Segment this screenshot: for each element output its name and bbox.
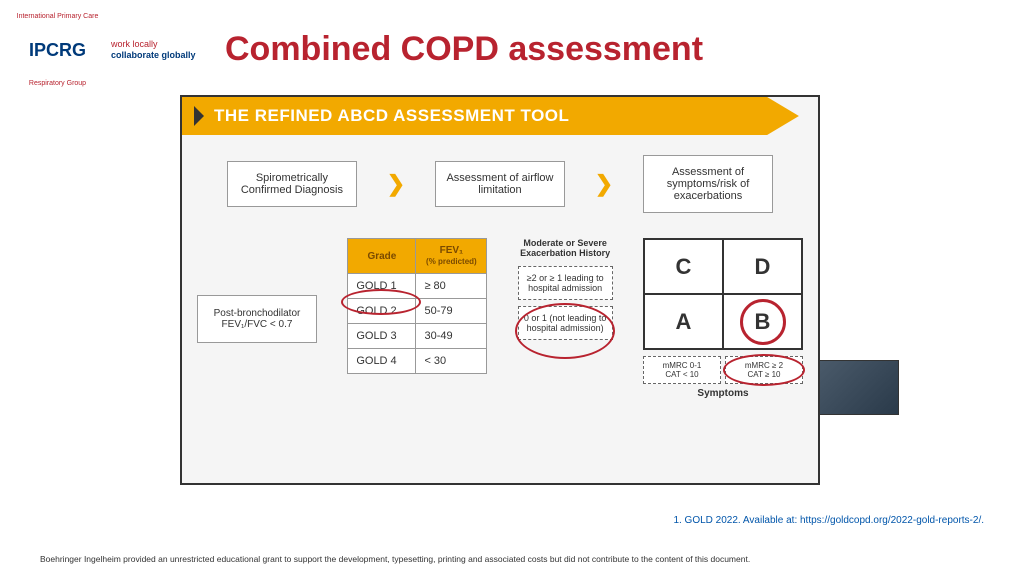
table-row: GOLD 330-49: [348, 324, 487, 349]
flow-box-1: Spirometrically Confirmed Diagnosis: [227, 161, 357, 207]
post-bronchodilator-box: Post-bronchodilator FEV₁/FVC < 0.7: [197, 295, 317, 343]
fev-cell: < 30: [416, 349, 487, 374]
tagline-1: work locally: [111, 39, 196, 50]
flow-arrow-icon-1: ❯: [387, 171, 405, 197]
logo-main: IPCRG: [29, 40, 86, 61]
flow-box-2: Assessment of airflow limitation: [435, 161, 565, 207]
symptom-mmrc-high: mMRC ≥ 2: [728, 361, 800, 370]
grade-cell: GOLD 2: [348, 299, 416, 324]
citation-text: 1. GOLD 2022. Available at: https://gold…: [673, 515, 984, 526]
logo-arc-bottom: Respiratory Group: [10, 80, 105, 87]
table-row: GOLD 1≥ 80: [348, 274, 487, 299]
quad-d: D: [723, 239, 802, 294]
page-title: Combined COPD assessment: [225, 30, 703, 69]
fev-header-text: FEV₁: [440, 245, 464, 256]
exacerbation-box-high: ≥2 or ≥ 1 leading to hospital admission: [518, 266, 613, 300]
exacerbation-box-low-text: 0 or 1 (not leading to hospital admissio…: [524, 313, 607, 333]
flow-arrow-icon-2: ❯: [595, 171, 613, 197]
symptoms-label: Symptoms: [643, 388, 803, 399]
symptom-box-low: mMRC 0-1 CAT < 10: [643, 356, 721, 384]
symptom-box-high: mMRC ≥ 2 CAT ≥ 10: [725, 356, 803, 384]
quadrant-grid: C D A B: [643, 238, 803, 350]
fev-header: FEV₁ (% predicted): [416, 239, 487, 274]
tagline-2: collaborate globally: [111, 50, 196, 61]
grade-header: Grade: [348, 239, 416, 274]
fev-cell: 30-49: [416, 324, 487, 349]
symptom-cat-high: CAT ≥ 10: [728, 370, 800, 379]
table-row: GOLD 4< 30: [348, 349, 487, 374]
banner-text: THE REFINED ABCD ASSESSMENT TOOL: [214, 106, 569, 126]
logo: International Primary Care IPCRG Respira…: [10, 15, 196, 85]
grade-table-wrap: Grade FEV₁ (% predicted) GOLD 1≥ 80 GOLD…: [347, 238, 487, 399]
quad-b-text: B: [755, 309, 771, 335]
symptom-mmrc-low: mMRC 0-1: [646, 361, 718, 370]
symptom-row: mMRC 0-1 CAT < 10 mMRC ≥ 2 CAT ≥ 10: [643, 356, 803, 384]
grade-cell: GOLD 1: [348, 274, 416, 299]
bottom-section: Post-bronchodilator FEV₁/FVC < 0.7 Grade…: [182, 223, 818, 409]
abcd-diagram: THE REFINED ABCD ASSESSMENT TOOL Spirome…: [180, 95, 820, 485]
diagram-banner: THE REFINED ABCD ASSESSMENT TOOL: [182, 97, 818, 135]
quad-a: A: [644, 294, 723, 349]
flow-box-3: Assessment of symptoms/risk of exacerbat…: [643, 155, 773, 213]
logo-tagline: work locally collaborate globally: [111, 39, 196, 61]
footer-disclaimer: Boehringer Ingelheim provided an unrestr…: [40, 554, 984, 564]
fev-cell: ≥ 80: [416, 274, 487, 299]
quad-b: B: [723, 294, 802, 349]
exacerbation-title: Moderate or Severe Exacerbation History: [518, 238, 613, 258]
logo-badge: International Primary Care IPCRG Respira…: [10, 15, 105, 85]
logo-arc-top: International Primary Care: [10, 13, 105, 20]
grade-table: Grade FEV₁ (% predicted) GOLD 1≥ 80 GOLD…: [347, 238, 487, 374]
symptom-cat-low: CAT < 10: [646, 370, 718, 379]
flow-row: Spirometrically Confirmed Diagnosis ❯ As…: [182, 135, 818, 223]
exacerbation-column: Moderate or Severe Exacerbation History …: [518, 238, 613, 399]
fev-cell: 50-79: [416, 299, 487, 324]
table-row: GOLD 250-79: [348, 299, 487, 324]
fev-header-sub: (% predicted): [426, 257, 477, 266]
quadrant-section: C D A B mMRC 0-1 CAT < 10 mMRC ≥ 2 CAT ≥…: [643, 238, 803, 399]
video-thumbnail[interactable]: [819, 360, 899, 415]
quad-c: C: [644, 239, 723, 294]
exacerbation-box-low: 0 or 1 (not leading to hospital admissio…: [518, 306, 613, 340]
banner-chevron-icon: [194, 106, 204, 126]
grade-cell: GOLD 3: [348, 324, 416, 349]
grade-cell: GOLD 4: [348, 349, 416, 374]
